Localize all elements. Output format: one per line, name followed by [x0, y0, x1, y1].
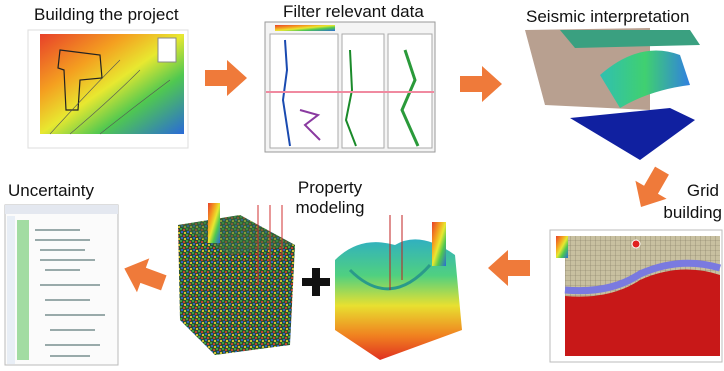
step-label: Uncertainty — [8, 181, 94, 200]
plus-sign — [302, 268, 330, 296]
step-label: Filter relevant data — [283, 2, 424, 21]
step-label: Property — [298, 178, 363, 197]
step-label: building — [663, 203, 722, 222]
step-label: modeling — [296, 198, 365, 217]
arrow — [460, 66, 502, 102]
step-label: Building the project — [34, 5, 179, 24]
step-label: Grid — [687, 181, 719, 200]
seismic-volume — [525, 28, 700, 160]
property-cube-smooth — [335, 215, 462, 360]
log-panels — [265, 22, 435, 152]
arrow — [205, 60, 247, 96]
arrow — [488, 250, 530, 286]
grid-section — [550, 230, 722, 362]
workflow-diagram: Building the project Filter relevant dat… — [0, 0, 724, 371]
property-cube-noisy — [178, 203, 295, 355]
arrow — [118, 252, 170, 300]
uncertainty-panel — [5, 205, 118, 365]
project-map — [28, 30, 188, 148]
step-label: Seismic interpretation — [526, 7, 689, 26]
